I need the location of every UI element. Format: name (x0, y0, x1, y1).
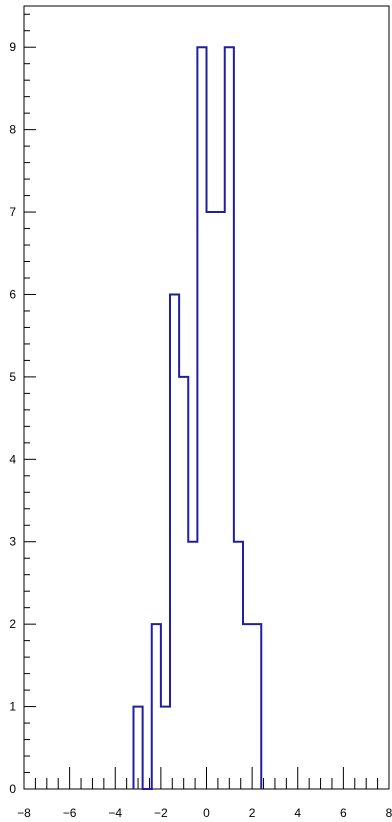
y-tick-label: 3 (9, 535, 16, 549)
histogram-bin-4 (170, 294, 179, 789)
x-tick-label: −6 (63, 806, 77, 820)
y-tick-label: 6 (9, 287, 16, 301)
histogram-bin-8 (207, 212, 216, 789)
x-tick-label: −2 (154, 806, 168, 820)
y-tick-label: 5 (9, 370, 16, 384)
histogram-bin-0 (134, 707, 143, 789)
x-tick-label: −8 (17, 806, 31, 820)
histogram-bin-10 (225, 47, 234, 789)
x-axis-tick-labels: −8 −6 −4 −2 0 2 4 6 8 (17, 806, 392, 820)
histogram-bin-6 (188, 542, 197, 789)
histogram-bin-5 (179, 377, 188, 789)
x-tick-label: −4 (108, 806, 122, 820)
y-tick-label: 4 (9, 452, 16, 466)
y-axis-tick-labels: 0 1 2 3 4 5 6 7 8 9 (9, 40, 16, 796)
y-tick-label: 0 (9, 782, 16, 796)
histogram-bin-11 (234, 542, 243, 789)
histogram-bin-9 (216, 212, 225, 789)
x-tick-label: 6 (340, 806, 347, 820)
x-axis-ticks (23, 767, 390, 789)
y-tick-label: 1 (9, 700, 16, 714)
x-tick-label: 4 (294, 806, 301, 820)
y-tick-label: 7 (9, 205, 16, 219)
y-tick-label: 8 (9, 123, 16, 137)
histogram-bin-13 (252, 624, 261, 789)
y-axis-ticks (24, 13, 36, 790)
histogram-bin-3 (161, 707, 170, 789)
y-tick-label: 9 (9, 40, 16, 54)
y-tick-label: 2 (9, 617, 16, 631)
histogram-bin-12 (243, 624, 252, 789)
histogram-bin-2 (152, 624, 161, 789)
x-tick-label: 2 (249, 806, 256, 820)
x-tick-label: 8 (386, 806, 392, 820)
histogram-outline (132, 46, 263, 790)
histogram-bin-7 (197, 47, 206, 789)
x-tick-label: 0 (203, 806, 210, 820)
